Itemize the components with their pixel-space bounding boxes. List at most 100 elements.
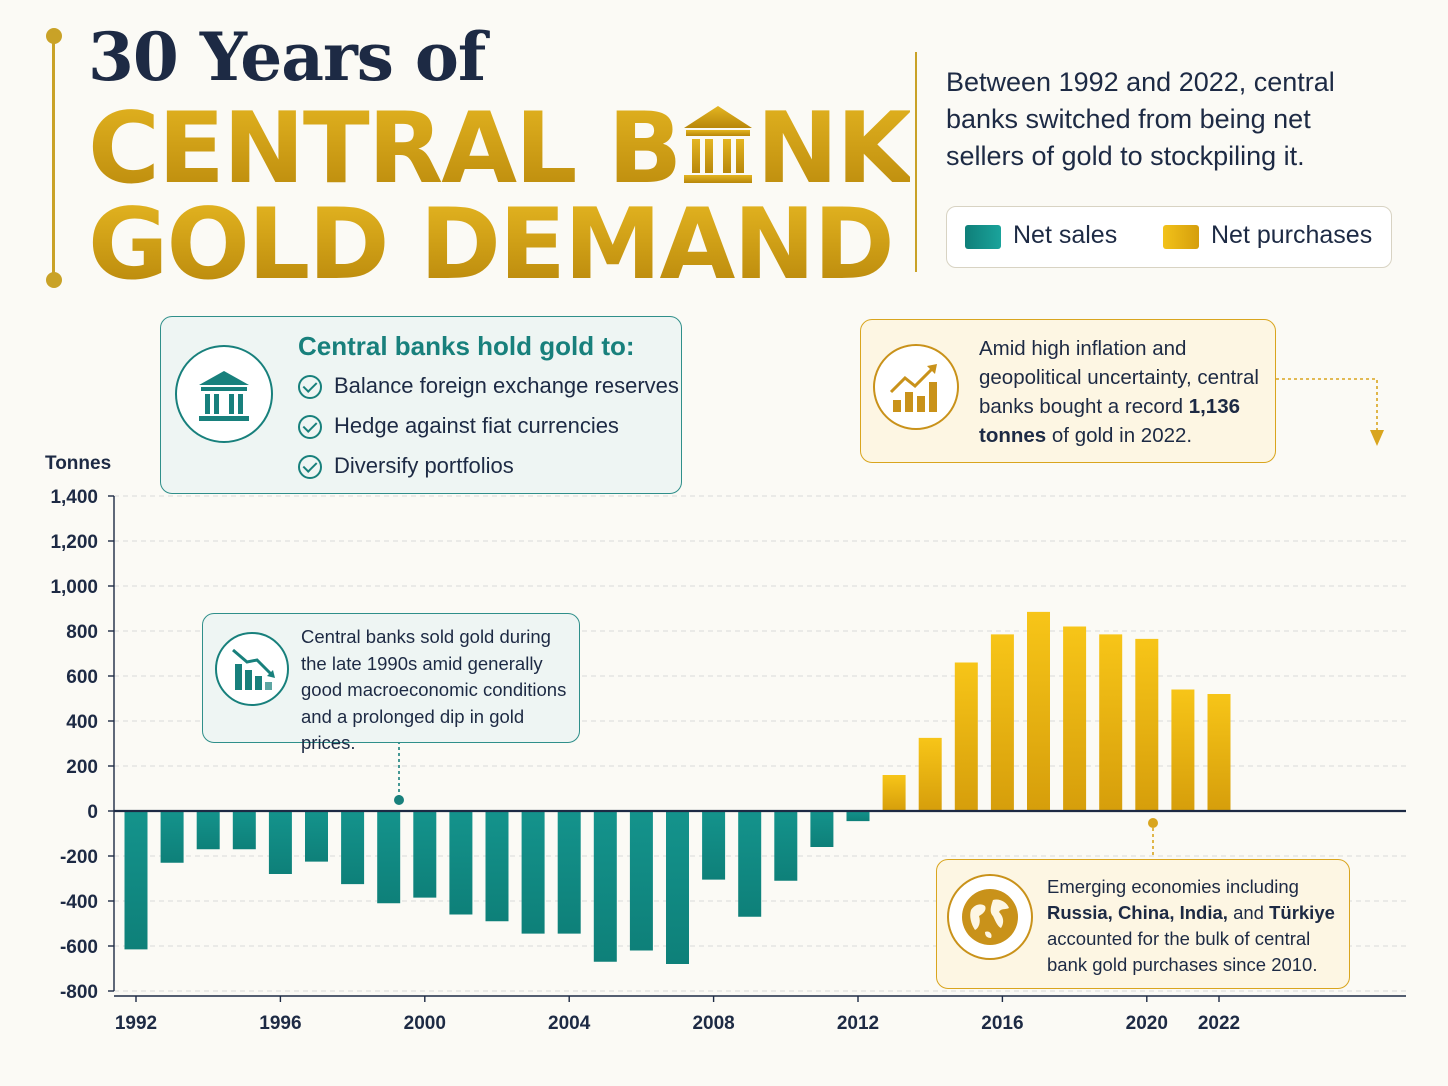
bar-net-purchases (954, 662, 978, 811)
bar-net-sales (341, 811, 365, 885)
bar-net-sales (593, 811, 617, 962)
legend-label-net-purchases: Net purchases (1211, 221, 1373, 249)
globe-icon (947, 874, 1033, 960)
check-icon (298, 415, 322, 440)
bar-net-sales (485, 811, 509, 922)
bar-net-purchases (918, 737, 942, 811)
bar-net-purchases (1135, 638, 1159, 811)
hold-item: Hedge against fiat currencies (298, 413, 619, 440)
emerging-text-a: Emerging economies including (1047, 876, 1299, 897)
x-tick-label: 2012 (837, 1013, 879, 1034)
y-axis-title: Tonnes (45, 453, 112, 474)
x-tick-label: 2022 (1198, 1013, 1240, 1034)
emerging-text-c: accounted for the bulk of central bank g… (1047, 928, 1318, 975)
emerging-text-b: and (1227, 902, 1270, 923)
y-tick-label: 800 (66, 622, 98, 643)
bar-net-purchases (1171, 689, 1195, 811)
bar-net-sales (377, 811, 401, 904)
record-text: Amid high inflation and geopolitical unc… (979, 334, 1269, 450)
x-tick-label: 2008 (692, 1013, 734, 1034)
bar-net-sales (810, 811, 834, 847)
y-tick-label: 1,000 (50, 577, 98, 598)
intro-text: Between 1992 and 2022, central banks swi… (946, 67, 1335, 171)
y-tick-label: -200 (60, 847, 98, 868)
callout-emerging-economies: Emerging economies including Russia, Chi… (936, 859, 1350, 989)
y-tick-label: 1,200 (50, 532, 98, 553)
record-text-b: of gold in 2022. (1046, 424, 1193, 447)
bar-net-sales (124, 811, 148, 950)
x-tick-label: 2000 (404, 1013, 446, 1034)
callout-record-2022: Amid high inflation and geopolitical unc… (860, 319, 1276, 463)
growth-chart-icon (873, 344, 959, 430)
emerging-connector-dot (1148, 818, 1158, 828)
emerging-text: Emerging economies including Russia, Chi… (1047, 874, 1343, 978)
legend-swatch-net-purchases (1163, 225, 1199, 249)
legend-label-net-sales: Net sales (1013, 221, 1118, 249)
y-tick-label: 200 (66, 757, 98, 778)
sold-connector-dot (394, 795, 404, 805)
bar-net-sales (774, 811, 798, 881)
bar-net-purchases (990, 634, 1014, 811)
x-tick-label: 2020 (1126, 1013, 1168, 1034)
bar-net-sales (268, 811, 292, 874)
bar-net-purchases (882, 775, 906, 811)
title-central-b: CENTRAL B (88, 92, 682, 206)
bar-net-sales (846, 811, 870, 822)
record-connector-arrow (1370, 430, 1384, 446)
title-line-1: 30 Years of (88, 18, 486, 96)
x-tick-label: 2004 (548, 1013, 591, 1034)
x-tick-label: 1992 (115, 1013, 157, 1034)
bar-net-sales (305, 811, 328, 862)
bank-icon (682, 102, 754, 186)
bar-net-sales (738, 811, 762, 917)
y-tick-label: 0 (87, 802, 98, 823)
header-divider (915, 52, 917, 272)
hold-item-text: Hedge against fiat currencies (334, 413, 619, 438)
y-tick-label: -600 (60, 937, 98, 958)
record-connector (1276, 378, 1378, 432)
y-tick-label: 600 (66, 667, 98, 688)
legend: Net sales Net purchases (946, 206, 1392, 268)
bar-net-sales (557, 811, 581, 934)
bar-net-purchases (1207, 694, 1231, 811)
emerging-bold-countries: Russia, China, India, (1047, 902, 1228, 923)
title-line-3: GOLD DEMAND (88, 188, 895, 302)
check-icon (298, 455, 322, 480)
record-text-bold: 1,136 tonnes (979, 395, 1241, 447)
bar-net-sales (521, 811, 545, 934)
title-rule-dot-top (46, 28, 62, 44)
callout-hold-reasons: Central banks hold gold to: Balance fore… (160, 316, 682, 494)
bar-net-sales (666, 811, 689, 964)
title-line-2: CENTRAL B NK (88, 100, 912, 198)
record-text-a: Amid high inflation and geopolitical unc… (979, 337, 1259, 418)
bar-net-sales (702, 811, 726, 880)
x-tick-label: 2016 (981, 1013, 1023, 1034)
sold-text: Central banks sold gold during the late … (301, 626, 567, 753)
hold-item-text: Balance foreign exchange reserves (334, 373, 679, 398)
bar-net-sales (160, 811, 184, 863)
callout-1990s-sales: Central banks sold gold during the late … (202, 613, 580, 753)
bar-net-sales (449, 811, 473, 915)
bar-net-sales (629, 811, 653, 951)
bar-net-purchases (1063, 626, 1087, 811)
bar-net-purchases (1099, 634, 1123, 811)
legend-swatch-net-sales (965, 225, 1001, 249)
decline-chart-icon (215, 632, 289, 706)
title-nk: NK (756, 92, 912, 206)
bar-net-sales (413, 811, 437, 898)
bank-icon (175, 345, 273, 443)
check-icon (298, 375, 322, 400)
hold-item-text: Diversify portfolios (334, 453, 514, 478)
title-rule-dot-bottom (46, 272, 62, 288)
hold-heading: Central banks hold gold to: (298, 331, 635, 361)
y-tick-label: 1,400 (50, 487, 98, 508)
y-tick-label: -800 (60, 982, 98, 1003)
hold-item: Diversify portfolios (298, 453, 514, 480)
hold-item: Balance foreign exchange reserves (298, 373, 679, 400)
x-tick-label: 1996 (259, 1013, 301, 1034)
bar-net-purchases (1027, 611, 1050, 811)
title-rule (46, 28, 62, 288)
y-tick-label: -400 (60, 892, 98, 913)
bar-net-sales (196, 811, 220, 850)
